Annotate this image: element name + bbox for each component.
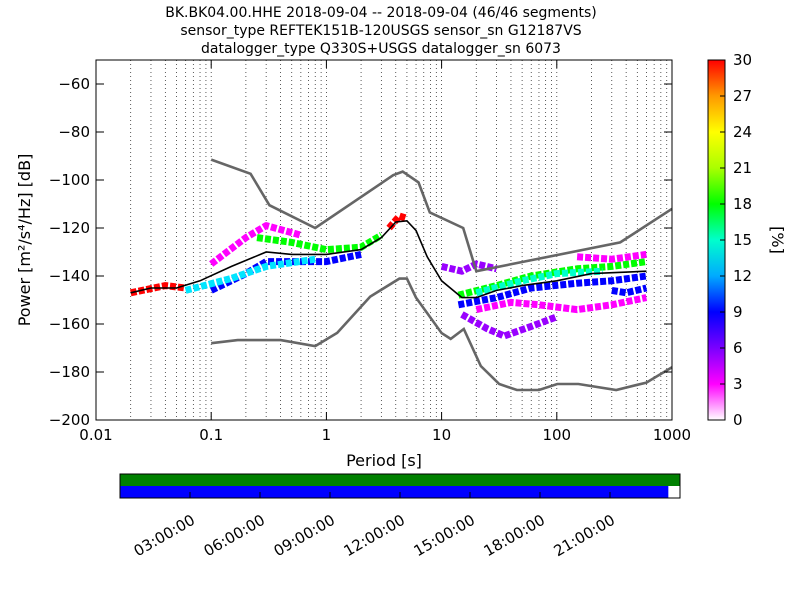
timeline-tick-label: 15:00:00: [411, 511, 478, 560]
plot-background: [96, 60, 672, 420]
colorbar-tick-label: 6: [733, 339, 743, 357]
x-tick-label: 1000: [653, 426, 691, 444]
timeline-bar-1: [120, 474, 680, 486]
title-line-2: sensor_type REFTEK151B-120USGS sensor_sn…: [180, 23, 581, 39]
colorbar-tick-label: 24: [733, 123, 752, 141]
y-tick-label: −160: [49, 315, 90, 333]
nlnm-noise-model: [211, 277, 673, 392]
plot-frame: [95, 59, 673, 421]
colorbar: 0 3 6 9 12 15 18 21 24 27 30 [%]: [707, 51, 787, 429]
y-tick-label: −180: [49, 363, 90, 381]
density-band-5: [184, 255, 316, 294]
density-band-8: [460, 311, 559, 340]
y-tick-label: −140: [49, 267, 90, 285]
timeline-tick-label: 12:00:00: [341, 511, 408, 560]
x-tick-label: 1: [322, 426, 332, 444]
density-band-2: [209, 222, 302, 267]
timeline-chart: 03:00:00 06:00:00 09:00:00 12:00:00 15:00:00…: [119, 473, 681, 560]
timeline-tick-label: 18:00:00: [481, 511, 548, 560]
colorbar-tick-label: 0: [733, 411, 743, 429]
colorbar-tick-label: 18: [733, 195, 752, 213]
x-axis-label: Period [s]: [346, 451, 422, 470]
title-line-1: BK.BK04.00.HHE 2018-09-04 -- 2018-09-04 …: [165, 5, 597, 21]
colorbar-tick-label: 9: [733, 303, 743, 321]
x-tick-label: 0.01: [79, 426, 112, 444]
chart-title: BK.BK04.00.HHE 2018-09-04 -- 2018-09-04 …: [165, 5, 597, 57]
timeline-tick-label: 09:00:00: [271, 511, 338, 560]
title-line-3: datalogger_type Q330S+USGS datalogger_sn…: [201, 41, 561, 57]
psd-plot: 0.01 0.1 1 10 100 1000 −200 −180 −160 −140 −120 −10…: [15, 59, 691, 470]
density-band-3: [256, 232, 384, 254]
colorbar-tick-label: 21: [733, 159, 752, 177]
colorbar-tick-label: 15: [733, 231, 752, 249]
density-band-14: [576, 250, 647, 263]
y-tick-label: −80: [58, 123, 90, 141]
colorbar-tick-label: 3: [733, 375, 743, 393]
y-axis-label: Power [m²/s⁴/Hz] [dB]: [15, 154, 34, 327]
density-band-7: [440, 260, 498, 275]
y-tick-label: −120: [49, 219, 90, 237]
colorbar-label: [%]: [768, 226, 787, 254]
density-band-6: [386, 212, 408, 231]
colorbar-tick-label: 12: [733, 267, 752, 285]
x-tick-label: 0.1: [199, 426, 223, 444]
x-tick-label: 10: [432, 426, 451, 444]
y-tick-label: −100: [49, 171, 90, 189]
timeline-tick-label: 21:00:00: [551, 511, 618, 560]
colorbar-tick-label: 30: [733, 51, 752, 69]
density-band-12: [475, 267, 603, 297]
median-curve: [130, 219, 647, 299]
timeline-tick-label: 03:00:00: [131, 511, 198, 560]
y-tick-label: −200: [49, 411, 90, 429]
timeline-bar-2: [120, 486, 669, 498]
nhnm-noise-model: [210, 158, 673, 273]
x-tick-label: 100: [542, 426, 571, 444]
timeline-tick-label: 06:00:00: [201, 511, 268, 560]
density-band-11: [457, 272, 647, 309]
colorbar-tick-label: 27: [733, 87, 752, 105]
density-band-9: [475, 294, 648, 314]
density-band-13: [611, 284, 648, 297]
y-tick-label: −60: [58, 75, 90, 93]
